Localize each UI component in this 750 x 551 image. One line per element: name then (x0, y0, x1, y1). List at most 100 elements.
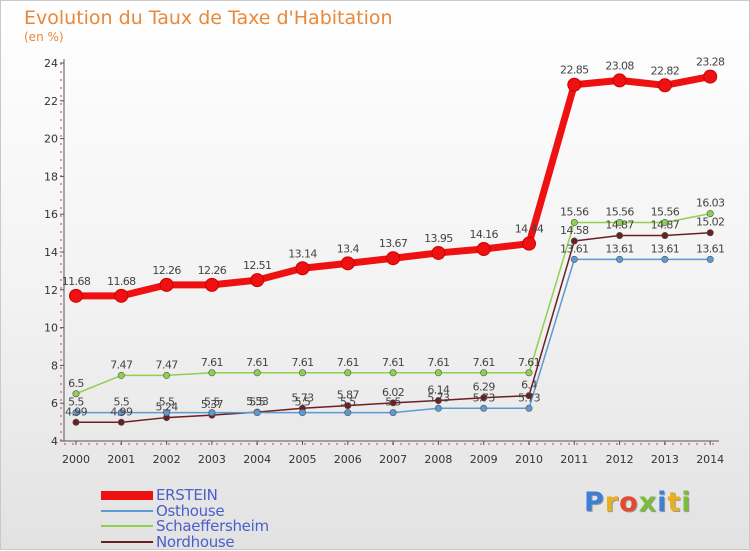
data-label-nordhouse: 5.24 (156, 401, 179, 414)
data-label-nordhouse: 4.99 (110, 405, 133, 418)
data-label-nordhouse: 5.87 (337, 389, 360, 402)
x-tick-label: 2004 (243, 453, 271, 466)
data-label-osthouse: 13.61 (560, 242, 589, 255)
data-point-schaeffersheim (570, 219, 578, 227)
chart-title: Evolution du Taux de Taxe d'Habitation (24, 7, 393, 29)
data-point-schaeffersheim (706, 210, 714, 218)
data-label-osthouse: 5.73 (473, 391, 496, 404)
y-tick-label: 20 (44, 133, 58, 146)
data-label-schaeffersheim: 7.47 (110, 358, 133, 371)
data-point-nordhouse (570, 237, 578, 245)
data-label-erstein: 11.68 (62, 275, 91, 288)
data-label-schaeffersheim: 7.61 (473, 356, 495, 369)
data-point-erstein (567, 77, 582, 92)
data-label-schaeffersheim: 16.03 (696, 197, 725, 210)
x-tick-label: 2007 (379, 453, 407, 466)
y-tick-label: 18 (44, 170, 58, 183)
data-point-nordhouse (117, 418, 125, 426)
data-label-schaeffersheim: 7.61 (382, 356, 404, 369)
data-label-erstein: 23.08 (605, 59, 634, 72)
legend-swatch (101, 525, 153, 527)
data-point-schaeffersheim (344, 369, 352, 377)
data-point-erstein (657, 78, 672, 93)
data-point-erstein (295, 261, 310, 276)
data-label-osthouse: 5.5 (340, 396, 356, 409)
data-label-osthouse: 5.73 (518, 391, 541, 404)
data-label-nordhouse: 14.87 (605, 219, 634, 232)
data-point-osthouse (298, 409, 306, 417)
data-label-nordhouse: 5.73 (291, 391, 314, 404)
data-point-schaeffersheim (208, 369, 216, 377)
data-point-osthouse (525, 404, 533, 412)
data-point-nordhouse (661, 232, 669, 240)
data-point-erstein (476, 241, 491, 256)
data-point-osthouse (72, 409, 80, 417)
unit-label: (en %) (24, 30, 64, 44)
x-tick-label: 2014 (696, 453, 724, 466)
x-tick-label: 2011 (560, 453, 588, 466)
y-tick-label: 10 (44, 322, 58, 335)
data-point-erstein (159, 277, 174, 292)
data-point-nordhouse (434, 397, 442, 405)
data-label-nordhouse: 6.29 (473, 381, 496, 394)
data-point-erstein (204, 277, 219, 292)
data-label-nordhouse: 6.4 (521, 379, 537, 392)
data-label-erstein: 14.16 (469, 228, 498, 241)
legend-label: Schaeffersheim (156, 517, 269, 535)
data-point-nordhouse (389, 399, 397, 407)
data-label-erstein: 22.82 (651, 64, 680, 77)
x-tick-label: 2013 (651, 453, 679, 466)
data-point-erstein (386, 251, 401, 266)
data-label-schaeffersheim: 6.5 (68, 377, 84, 390)
data-point-osthouse (661, 255, 669, 263)
data-label-osthouse: 5.73 (427, 391, 450, 404)
data-label-erstein: 12.26 (152, 264, 181, 277)
data-label-osthouse: 13.61 (696, 242, 725, 255)
data-label-schaeffersheim: 7.61 (201, 356, 223, 369)
data-label-nordhouse: 6.02 (382, 386, 404, 399)
data-point-osthouse (434, 404, 442, 412)
data-label-erstein: 12.26 (198, 264, 227, 277)
x-tick-label: 2005 (289, 453, 317, 466)
y-tick-label: 14 (44, 246, 58, 259)
data-label-osthouse: 13.61 (651, 242, 680, 255)
data-point-osthouse (480, 404, 488, 412)
data-label-osthouse: 13.61 (605, 242, 634, 255)
logo-letter: o (619, 487, 639, 518)
data-point-schaeffersheim (480, 369, 488, 377)
legend-swatch (101, 490, 153, 500)
legend-label: Nordhouse (156, 532, 235, 551)
data-label-erstein: 13.67 (379, 237, 408, 250)
data-point-osthouse (163, 409, 171, 417)
data-point-schaeffersheim (434, 369, 442, 377)
data-label-nordhouse: 5.53 (246, 395, 269, 408)
data-label-schaeffersheim: 7.61 (518, 356, 540, 369)
data-label-schaeffersheim: 7.61 (246, 356, 268, 369)
logo-letter: P (584, 487, 605, 518)
legend-swatch (101, 540, 153, 543)
data-label-osthouse: 5.5 (159, 396, 175, 409)
data-label-erstein: 13.4 (337, 242, 360, 255)
y-tick-label: 24 (44, 57, 58, 70)
logo-letter: t (667, 487, 682, 518)
logo-letter: i (657, 487, 668, 518)
data-label-schaeffersheim: 7.61 (427, 356, 449, 369)
data-point-erstein (340, 256, 355, 271)
data-point-osthouse (253, 409, 261, 417)
data-point-erstein (114, 288, 129, 303)
data-label-osthouse: 5.5 (385, 396, 401, 409)
data-label-erstein: 11.68 (107, 275, 136, 288)
data-point-schaeffersheim (117, 371, 125, 379)
data-point-erstein (522, 236, 536, 251)
data-point-schaeffersheim (525, 369, 533, 377)
y-tick-label: 16 (44, 208, 58, 221)
data-label-osthouse: 5.5 (249, 396, 265, 409)
x-tick-label: 2008 (424, 453, 452, 466)
y-tick-label: 4 (51, 435, 58, 448)
data-point-schaeffersheim (661, 219, 669, 227)
logo-letter: i (681, 487, 692, 518)
y-tick-label: 22 (44, 95, 58, 108)
data-label-erstein: 23.28 (696, 56, 725, 69)
data-label-osthouse: 5.5 (68, 396, 84, 409)
